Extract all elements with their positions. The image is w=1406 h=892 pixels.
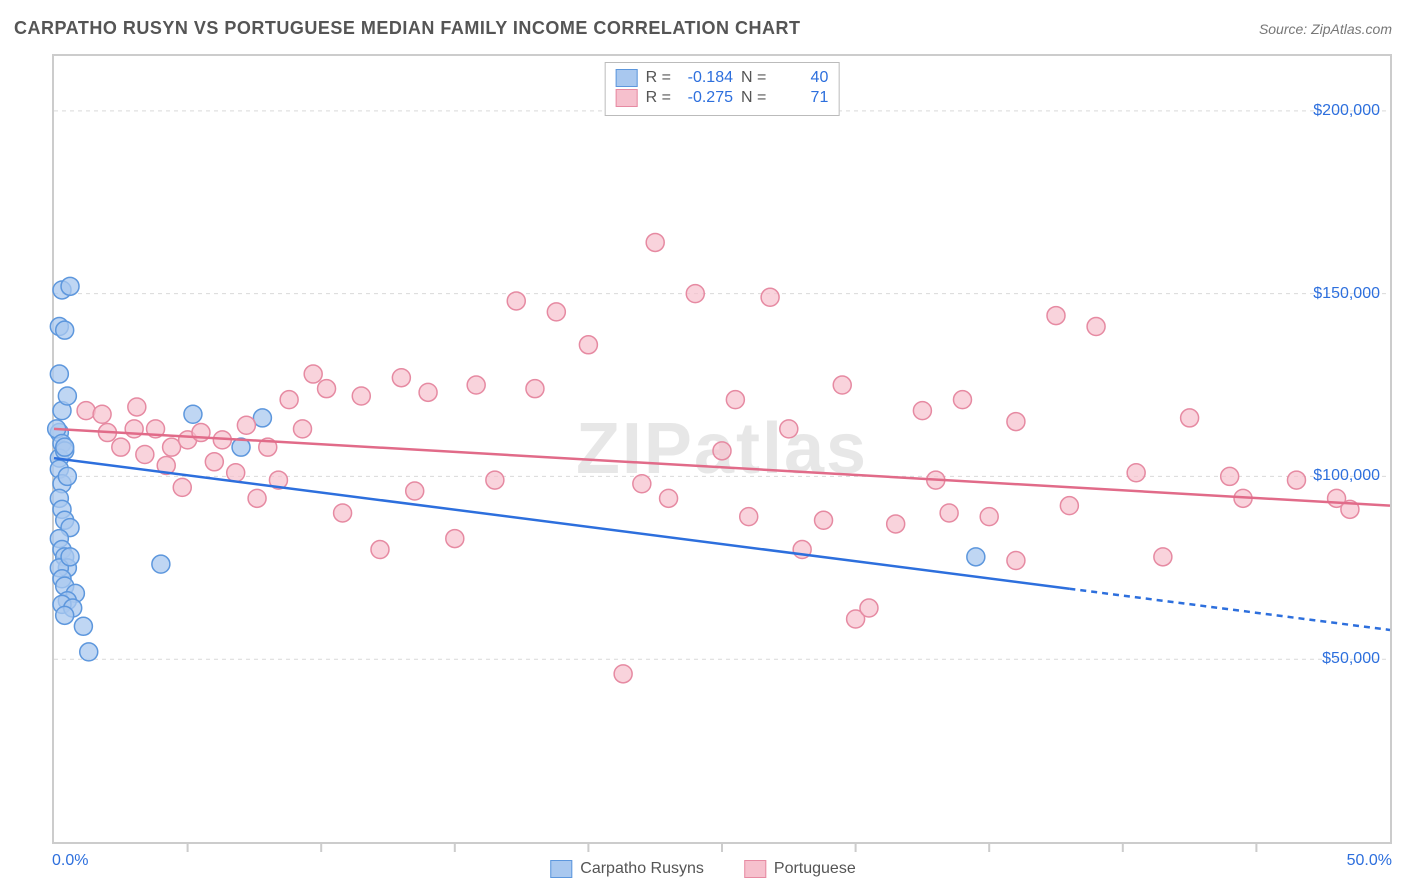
- x-axis-min-label: 0.0%: [52, 852, 88, 870]
- chart-title: CARPATHO RUSYN VS PORTUGUESE MEDIAN FAMI…: [14, 18, 801, 39]
- swatch-icon: [616, 89, 638, 107]
- stats-n-label: N =: [741, 69, 766, 87]
- stats-legend-box: R = -0.184 N = 40 R = -0.275 N = 71: [605, 62, 840, 116]
- x-axis-max-label: 50.0%: [1347, 852, 1392, 870]
- y-tick-label: $100,000: [1313, 467, 1380, 485]
- swatch-icon: [550, 860, 572, 878]
- stats-row: R = -0.275 N = 71: [616, 89, 829, 107]
- stats-n-label: N =: [741, 89, 766, 107]
- stats-n-value: 40: [774, 69, 828, 87]
- swatch-icon: [744, 860, 766, 878]
- chart-container: CARPATHO RUSYN VS PORTUGUESE MEDIAN FAMI…: [0, 0, 1406, 892]
- bottom-legend: Carpatho Rusyns Portuguese: [550, 860, 855, 878]
- y-tick-label: $200,000: [1313, 102, 1380, 120]
- chart-source: Source: ZipAtlas.com: [1259, 21, 1392, 37]
- stats-n-value: 71: [774, 89, 828, 107]
- legend-item: Carpatho Rusyns: [550, 860, 704, 878]
- swatch-icon: [616, 69, 638, 87]
- chart-header: CARPATHO RUSYN VS PORTUGUESE MEDIAN FAMI…: [14, 18, 1392, 46]
- chart-svg: [54, 56, 1390, 842]
- legend-label: Carpatho Rusyns: [580, 860, 704, 878]
- stats-r-label: R =: [646, 69, 671, 87]
- legend-label: Portuguese: [774, 860, 856, 878]
- y-tick-label: $50,000: [1322, 650, 1380, 668]
- legend-item: Portuguese: [744, 860, 856, 878]
- stats-r-label: R =: [646, 89, 671, 107]
- stats-r-value: -0.275: [679, 89, 733, 107]
- chart-plot-area: ZIPatlas R = -0.184 N = 40 R = -0.275 N …: [52, 54, 1392, 844]
- stats-r-value: -0.184: [679, 69, 733, 87]
- stats-row: R = -0.184 N = 40: [616, 69, 829, 87]
- y-tick-label: $150,000: [1313, 285, 1380, 303]
